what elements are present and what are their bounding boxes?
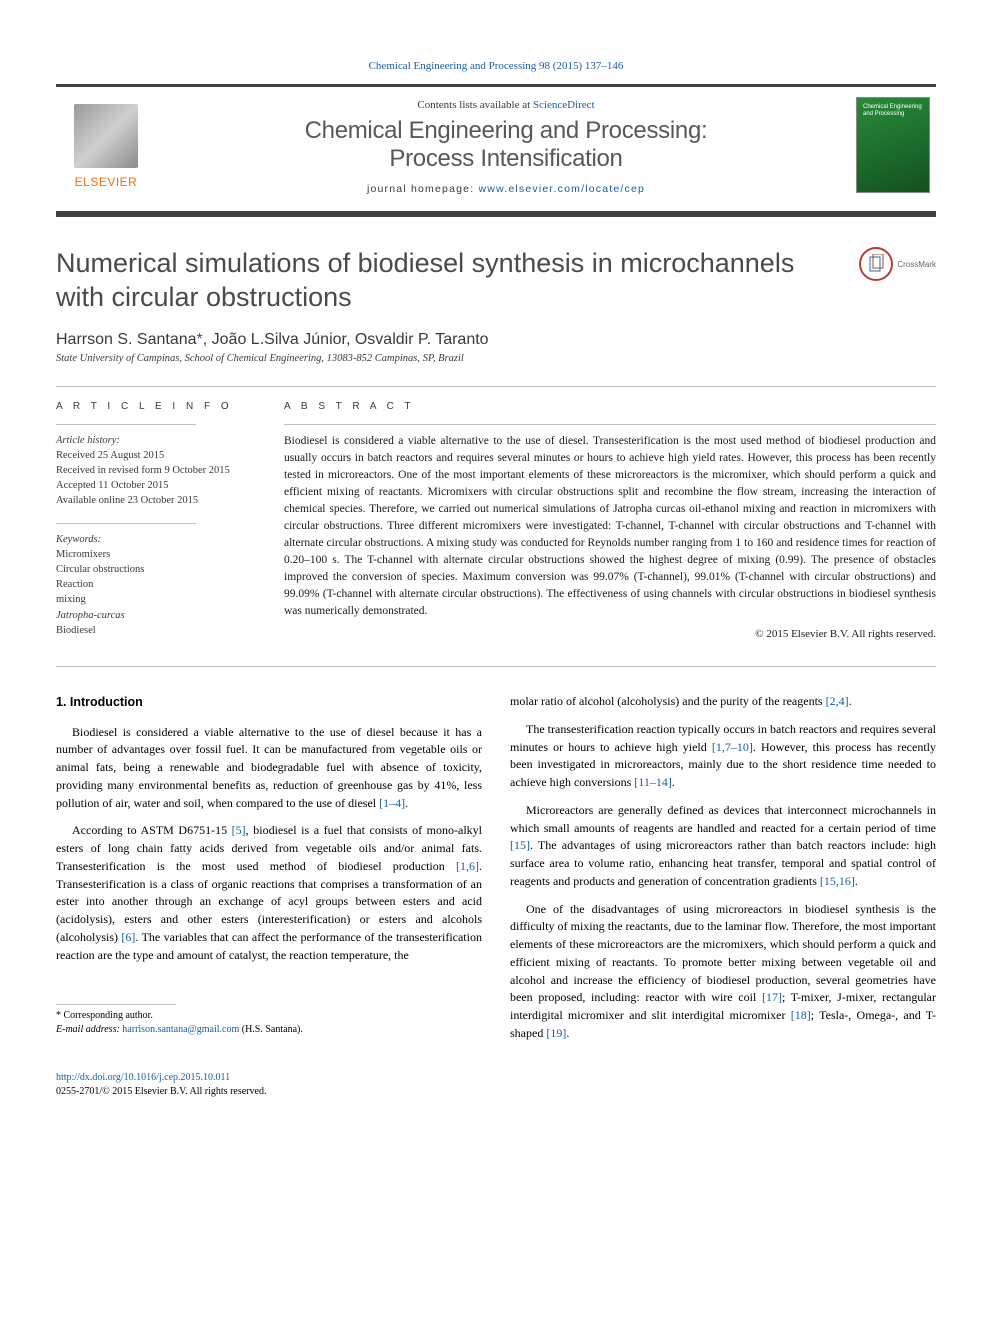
masthead: ELSEVIER Contents lists available at Sci… <box>56 93 936 207</box>
body-column-right: molar ratio of alcohol (alcoholysis) and… <box>510 693 936 1053</box>
section-heading: 1. Introduction <box>56 693 482 712</box>
para-text: . <box>566 1026 569 1040</box>
ref-link[interactable]: [11–14] <box>634 775 672 789</box>
cover-text: Chemical Engineering and Processing <box>863 104 929 117</box>
crossmark-label: CrossMark <box>897 260 936 269</box>
ref-link[interactable]: [1,6] <box>456 859 479 873</box>
elsevier-tree-icon <box>74 104 138 168</box>
email-link[interactable]: harrison.santana@gmail.com <box>122 1024 239 1035</box>
article-info-header: A R T I C L E I N F O <box>56 401 256 412</box>
copyright-line: © 2015 Elsevier B.V. All rights reserved… <box>284 628 936 640</box>
ref-link[interactable]: [18] <box>791 1008 811 1022</box>
keywords-block: Keywords: Micromixers Circular obstructi… <box>56 532 256 639</box>
keywords-label: Keywords: <box>56 534 101 545</box>
article-history: Article history: Received 25 August 2015… <box>56 433 256 509</box>
crossmark-icon <box>859 247 893 281</box>
para-text: According to ASTM D6751-15 <box>72 823 232 837</box>
footnote-rule <box>56 1004 176 1005</box>
abstract-header: A B S T R A C T <box>284 401 936 412</box>
para-text: Microreactors are generally defined as d… <box>510 803 936 835</box>
info-rule-1 <box>56 424 196 425</box>
meta-rule-bottom <box>56 666 936 667</box>
homepage-label: journal homepage: <box>367 183 479 195</box>
publisher-name: ELSEVIER <box>75 175 138 189</box>
history-label: Article history: <box>56 435 120 446</box>
author-2: João L.Silva Júnior <box>212 331 346 348</box>
author-list: Harrson S. Santana*, João L.Silva Júnior… <box>56 331 936 349</box>
keyword: Micromixers <box>56 549 110 560</box>
ref-link[interactable]: [19] <box>546 1026 566 1040</box>
keyword: Reaction <box>56 579 93 590</box>
corresponding-marker: * <box>197 331 203 348</box>
para-text: Biodiesel is considered a viable alterna… <box>56 725 482 810</box>
para-text: . <box>855 874 858 888</box>
keyword: Biodiesel <box>56 625 96 636</box>
abstract-text: Biodiesel is considered a viable alterna… <box>284 433 936 620</box>
doi-link[interactable]: http://dx.doi.org/10.1016/j.cep.2015.10.… <box>56 1072 230 1083</box>
info-rule-2 <box>56 523 196 524</box>
sciencedirect-link[interactable]: ScienceDirect <box>533 99 595 111</box>
publisher-logo: ELSEVIER <box>56 104 156 190</box>
history-received: Received 25 August 2015 <box>56 450 164 461</box>
corr-label: * Corresponding author. <box>56 1009 482 1023</box>
para-text: One of the disadvantages of using micror… <box>510 902 936 1005</box>
corresponding-footnote: * Corresponding author. E-mail address: … <box>56 1009 482 1037</box>
crossmark-badge[interactable]: CrossMark <box>859 247 936 281</box>
ref-link[interactable]: [5] <box>232 823 246 837</box>
ref-link[interactable]: [6] <box>121 930 135 944</box>
homepage-link[interactable]: www.elsevier.com/locate/cep <box>478 183 645 195</box>
journal-cover-thumbnail: Chemical Engineering and Processing <box>856 97 930 193</box>
history-accepted: Accepted 11 October 2015 <box>56 480 168 491</box>
history-online: Available online 23 October 2015 <box>56 495 198 506</box>
ref-link[interactable]: [15] <box>510 838 530 852</box>
ref-link[interactable]: [1–4] <box>379 796 405 810</box>
history-revised: Received in revised form 9 October 2015 <box>56 465 230 476</box>
header-rule-top <box>56 84 936 87</box>
author-3: Osvaldir P. Taranto <box>355 331 489 348</box>
contents-prefix: Contents lists available at <box>417 99 532 111</box>
ref-link[interactable]: [2,4] <box>826 694 849 708</box>
para-text: . The advantages of using microreactors … <box>510 838 936 888</box>
body-column-left: 1. Introduction Biodiesel is considered … <box>56 693 482 1053</box>
journal-title: Chemical Engineering and Processing: Pro… <box>156 117 856 172</box>
article-title: Numerical simulations of biodiesel synth… <box>56 247 836 315</box>
para-text: molar ratio of alcohol (alcoholysis) and… <box>510 694 826 708</box>
header-rule-bottom <box>56 211 936 217</box>
email-label: E-mail address: <box>56 1024 122 1035</box>
meta-rule-top <box>56 386 936 387</box>
ref-link[interactable]: [17] <box>762 990 782 1004</box>
abstract-rule <box>284 424 936 425</box>
footer-doi-block: http://dx.doi.org/10.1016/j.cep.2015.10.… <box>56 1071 936 1099</box>
author-1: Harrson S. Santana <box>56 331 197 348</box>
ref-link[interactable]: [15,16] <box>820 874 855 888</box>
ref-link[interactable]: [1,7–10] <box>712 740 753 754</box>
email-suffix: (H.S. Santana). <box>239 1024 303 1035</box>
contents-available: Contents lists available at ScienceDirec… <box>156 99 856 111</box>
keyword: Circular obstructions <box>56 564 144 575</box>
header-citation-link[interactable]: Chemical Engineering and Processing 98 (… <box>369 60 624 72</box>
keyword: Jatropha-curcas <box>56 610 125 621</box>
para-text: . <box>849 694 852 708</box>
affiliation: State University of Campinas, School of … <box>56 353 936 364</box>
para-text: . <box>672 775 675 789</box>
issn-copyright: 0255-2701/© 2015 Elsevier B.V. All right… <box>56 1086 266 1097</box>
keyword: mixing <box>56 594 86 605</box>
